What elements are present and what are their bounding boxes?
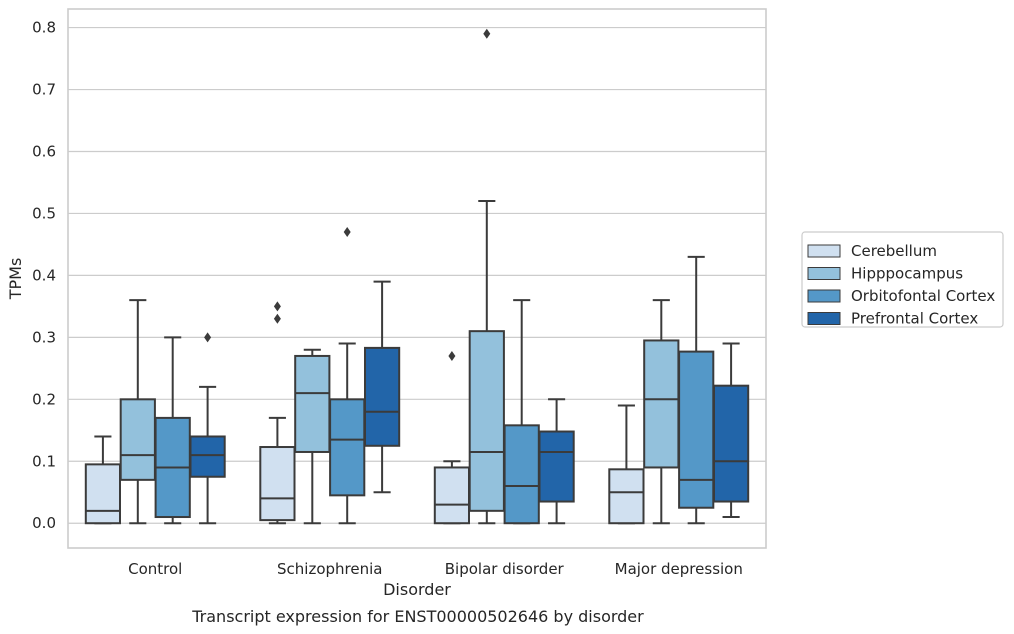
box-3-1: [643, 299, 680, 525]
box-3-2: [678, 255, 715, 525]
box-3-3: [712, 342, 750, 519]
iqr-box: [468, 330, 505, 512]
x-tick-label: Control: [128, 560, 182, 578]
box-1-2: [329, 227, 366, 525]
x-axis-label: Disorder: [383, 580, 451, 599]
legend-frame: [801, 231, 1004, 328]
box-0-1: [119, 299, 156, 525]
legend-label: Orbitofontal Cortex: [851, 287, 995, 305]
y-gridlines: [68, 26, 766, 524]
legend-swatch: [807, 289, 841, 303]
iqr-box: [119, 398, 156, 481]
box-0-2: [154, 336, 191, 525]
y-tick-label: 0.8: [32, 19, 56, 37]
iqr-box: [712, 384, 750, 503]
box-2-2: [503, 299, 540, 525]
box-2-1: [468, 28, 505, 525]
legend-label: Prefrontal Cortex: [851, 310, 978, 328]
outlier-point: [204, 332, 212, 343]
iqr-box: [538, 430, 575, 503]
x-tick-label: Bipolar disorder: [445, 560, 565, 578]
y-tick-label: 0.2: [32, 390, 56, 408]
x-tick-label: Schizophrenia: [277, 560, 382, 578]
box-0-0: [84, 435, 122, 525]
legend-swatch: [807, 244, 841, 258]
legend-label: Cerebellum: [851, 242, 937, 260]
box-0-3: [189, 332, 226, 525]
legend-label: Hipppocampus: [851, 265, 963, 283]
y-axis-label: TPMs: [6, 258, 25, 301]
box-3-0: [608, 404, 645, 525]
iqr-box: [189, 435, 226, 478]
legend-swatch: [807, 312, 841, 325]
outlier-point: [448, 350, 456, 361]
outlier-point: [273, 301, 281, 312]
y-tick-label: 0.4: [32, 266, 56, 284]
legend: Cerebellum Hipppocampus Orbitofontal Corte…: [801, 231, 1004, 328]
y-tick-label: 0.7: [32, 81, 56, 99]
y-tick-label: 0.5: [32, 204, 56, 222]
y-tick-label: 0.0: [32, 514, 56, 532]
iqr-box: [363, 346, 401, 447]
iqr-box: [329, 398, 366, 497]
x-axis-ticks: Control Schizophrenia Bipolar disorder Majo…: [128, 560, 743, 578]
outlier-point: [343, 227, 351, 238]
outlier-point: [273, 313, 281, 324]
iqr-box: [84, 463, 122, 525]
iqr-box: [294, 354, 331, 453]
y-tick-label: 0.6: [32, 142, 56, 160]
outlier-point: [483, 28, 491, 39]
x-tick-label: Major depression: [615, 560, 743, 578]
iqr-box: [608, 468, 645, 525]
box-2-0: [433, 350, 471, 525]
plot-frame: [67, 8, 767, 549]
box-groups: [84, 28, 750, 525]
iqr-box: [503, 424, 540, 525]
box-1-0: [259, 301, 296, 525]
iqr-box: [433, 466, 471, 525]
y-tick-label: 0.3: [32, 328, 56, 346]
iqr-box: [259, 446, 296, 522]
y-tick-label: 0.1: [32, 452, 56, 470]
iqr-box: [643, 339, 680, 469]
box-1-3: [363, 280, 401, 494]
box-2-3: [538, 398, 575, 525]
chart-caption: Transcript expression for ENST0000050264…: [191, 607, 644, 626]
y-axis-ticks: 0.0 0.1 0.2 0.3 0.4 0.5 0.6 0.7 0.8: [32, 19, 56, 533]
legend-swatch: [807, 267, 841, 280]
iqr-box: [678, 350, 715, 509]
